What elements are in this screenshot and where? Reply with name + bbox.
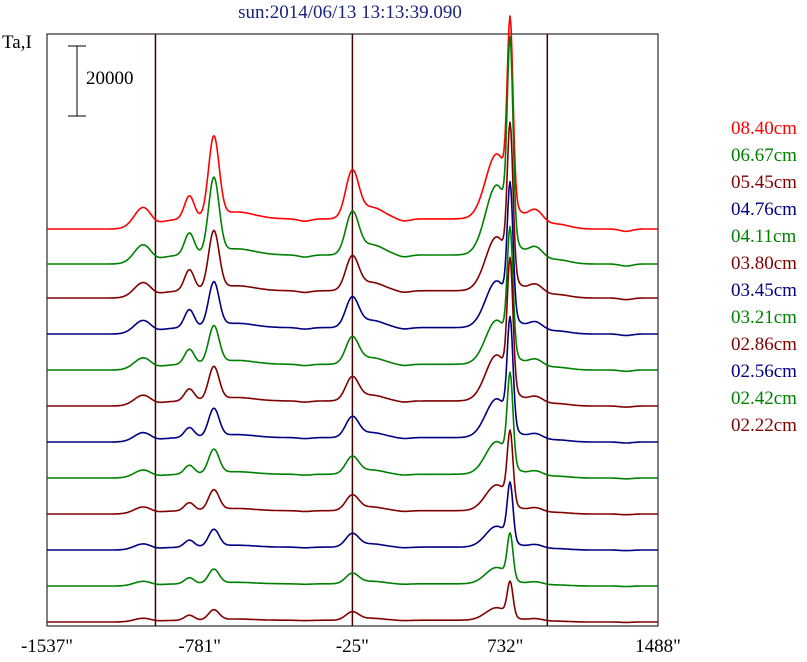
legend-entry-6: 03.80cm [731, 253, 797, 274]
x-tick-label-1: -1537" [20, 636, 74, 657]
series-line-08.40cm [47, 15, 658, 233]
series-line-03.45cm [47, 315, 658, 444]
legend-entry-9: 02.86cm [731, 334, 797, 355]
legend-entry-10: 02.56cm [731, 361, 797, 382]
legend-entry-5: 04.11cm [731, 226, 797, 247]
legend-entry-12: 02.22cm [731, 415, 797, 436]
legend-entry-11: 02.42cm [731, 388, 797, 409]
legend-entry-3: 05.45cm [731, 172, 797, 193]
legend-entry-7: 03.45cm [731, 280, 797, 301]
x-tick-label-3: -25" [335, 636, 369, 657]
series-line-04.76cm [47, 180, 658, 337]
series-line-02.56cm [47, 481, 658, 552]
series-line-02.22cm [47, 580, 658, 624]
legend-entry-4: 04.76cm [731, 199, 797, 220]
scale-bar [68, 45, 86, 117]
x-tick-label-5: 1488" [635, 636, 681, 657]
series-line-03.21cm [47, 371, 658, 480]
legend-entry-1: 08.40cm [731, 118, 797, 139]
y-axis-label: Ta,I [2, 32, 32, 53]
series-line-02.86cm [47, 429, 658, 516]
series-line-06.67cm [47, 35, 658, 267]
legend-entry-2: 06.67cm [731, 145, 797, 166]
x-tick-label-4: 732" [487, 636, 524, 657]
x-tick-label-2: -781" [178, 636, 221, 657]
series-line-04.11cm [47, 225, 658, 373]
series-line-02.42cm [47, 532, 658, 588]
series-line-05.45cm [47, 121, 658, 301]
series-line-03.80cm [47, 256, 658, 408]
chart-title: sun:2014/06/13 13:13:39.090 [238, 2, 462, 23]
legend-entry-8: 03.21cm [731, 307, 797, 328]
scale-bar-label: 20000 [86, 68, 134, 89]
